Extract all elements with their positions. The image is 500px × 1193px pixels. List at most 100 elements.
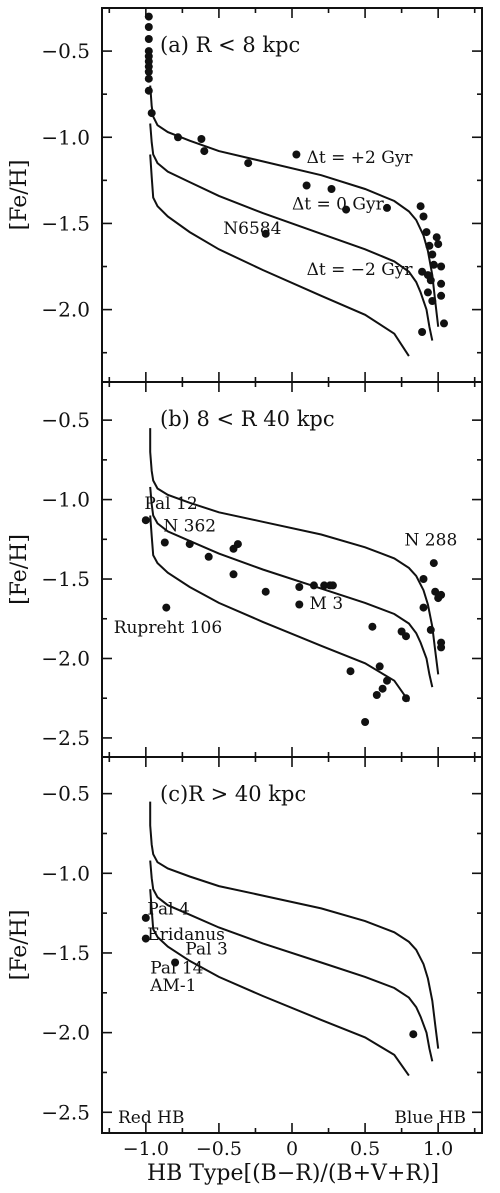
y-axis-label: [Fe/H] xyxy=(7,910,32,981)
y-tick-label: −2.0 xyxy=(41,1021,90,1045)
cluster-point xyxy=(409,1030,418,1039)
y-tick-label: −2.5 xyxy=(41,1100,90,1124)
y-tick-label: −2.5 xyxy=(41,726,90,750)
cluster-point xyxy=(437,262,446,271)
cluster-point xyxy=(174,133,182,142)
cluster-point xyxy=(144,86,153,95)
cluster-point xyxy=(429,559,438,568)
cluster-point xyxy=(309,581,318,590)
cluster-point xyxy=(144,23,153,31)
cluster-point xyxy=(437,291,446,300)
y-tick-label: −1.5 xyxy=(41,211,90,235)
isochrone-label: Δt = −2 Gyr xyxy=(307,260,414,280)
cluster-point xyxy=(437,279,446,288)
panel-2: −0.5 −1.0 −1.5 −2.0 −2.5 [Fe/H] (b) 8 < R 40 k… xyxy=(7,381,483,758)
isochrone-curve xyxy=(149,486,434,688)
cluster-point xyxy=(229,570,238,579)
isochrone-curve xyxy=(149,860,434,1062)
cluster-point xyxy=(416,202,425,211)
cluster-point xyxy=(261,587,270,596)
cluster-point xyxy=(422,228,431,237)
cluster-point xyxy=(144,74,153,83)
cluster-point xyxy=(141,934,150,943)
cluster-label: N 362 xyxy=(163,516,216,536)
cluster-point xyxy=(419,212,428,221)
cluster-point xyxy=(162,603,171,612)
panel-title: (b) 8 < R 40 kpc xyxy=(160,407,335,431)
panel-3: −0.5 −1.0 −1.5 −2.0 −2.5 [Fe/H] (c)R > 40 kpc P… xyxy=(7,756,483,1134)
y-tick-label: −1.0 xyxy=(41,488,90,512)
cluster-point xyxy=(361,718,370,726)
cluster-point xyxy=(200,147,209,156)
panel-1: −0.5 −1.0 −1.5 −2.0 [Fe/H] (a) R < 8 kpc Δt = … xyxy=(7,7,483,383)
cluster-label: Pal 14 xyxy=(150,959,203,979)
x-axis-label: HB Type[(B−R)/(B+V+R)] xyxy=(147,1161,439,1186)
cluster-point xyxy=(425,241,434,250)
cluster-point xyxy=(378,684,387,693)
panel-title: (c)R > 40 kpc xyxy=(160,782,306,806)
cluster-point xyxy=(423,288,432,297)
cluster-label: AM-1 xyxy=(149,976,196,996)
cluster-point xyxy=(261,229,270,238)
isochrone-label: Δt = +2 Gyr xyxy=(307,148,414,168)
cluster-point xyxy=(346,667,355,676)
isochrone-curve xyxy=(149,428,440,675)
cluster-point xyxy=(429,260,438,269)
cluster-point xyxy=(197,135,206,143)
cluster-point xyxy=(144,67,153,76)
cluster-point xyxy=(302,181,311,190)
cluster-point xyxy=(437,590,446,599)
cluster-point xyxy=(204,552,213,561)
isochrone-curve xyxy=(149,801,440,1049)
x-tick-label: 0.5 xyxy=(350,1138,380,1160)
cluster-point xyxy=(292,150,301,159)
cluster-point xyxy=(233,540,242,549)
cluster-point xyxy=(372,691,381,699)
cluster-point xyxy=(141,516,150,525)
cluster-point xyxy=(426,276,435,285)
isochrone-curve xyxy=(149,123,434,341)
cluster-point xyxy=(171,958,180,967)
cluster-point xyxy=(244,159,253,168)
cluster-point xyxy=(144,12,153,21)
cluster-point xyxy=(418,328,427,336)
cluster-point xyxy=(295,600,304,609)
cluster-point xyxy=(440,319,448,328)
cluster-point xyxy=(185,540,194,549)
cluster-point xyxy=(320,581,329,590)
cluster-point xyxy=(160,538,169,547)
isochrone-curve xyxy=(149,515,410,702)
y-tick-label: −0.5 xyxy=(41,39,90,63)
x-tick-label: −1.0 xyxy=(123,1138,169,1160)
cluster-point xyxy=(328,581,337,590)
y-tick-label: −2.0 xyxy=(41,298,90,322)
blue-hb-label: Blue HB xyxy=(394,1108,466,1128)
plot-frame xyxy=(101,381,483,758)
cluster-label: N6584 xyxy=(223,219,281,239)
cluster-label: Pal 4 xyxy=(147,900,189,920)
cluster-point xyxy=(418,267,427,276)
y-tick-label: −1.5 xyxy=(41,567,90,591)
x-tick-label: −0.5 xyxy=(196,1138,242,1160)
x-tick-label: 0 xyxy=(286,1138,298,1160)
y-axis-label: [Fe/H] xyxy=(7,160,32,231)
y-tick-label: −1.0 xyxy=(41,861,90,885)
cluster-point xyxy=(383,203,391,212)
panels: −0.5 −1.0 −1.5 −2.0 [Fe/H] (a) R < 8 kpc Δt = … xyxy=(7,7,483,1160)
cluster-label: Rupreht 106 xyxy=(114,618,222,638)
panel-title: (a) R < 8 kpc xyxy=(160,33,300,57)
cluster-point xyxy=(375,662,384,671)
y-axis-label: [Fe/H] xyxy=(7,534,32,605)
cluster-label: N 288 xyxy=(405,531,458,551)
y-tick-label: −0.5 xyxy=(41,408,90,432)
isochrone-curve xyxy=(149,889,410,1077)
cluster-point xyxy=(419,575,428,583)
cluster-point xyxy=(368,622,377,631)
red-hb-label: Red HB xyxy=(118,1108,184,1128)
cluster-point xyxy=(327,185,336,193)
cluster-point xyxy=(419,603,428,612)
cluster-label: M 3 xyxy=(310,594,344,614)
cluster-point xyxy=(402,694,410,703)
cluster-point xyxy=(147,109,156,118)
